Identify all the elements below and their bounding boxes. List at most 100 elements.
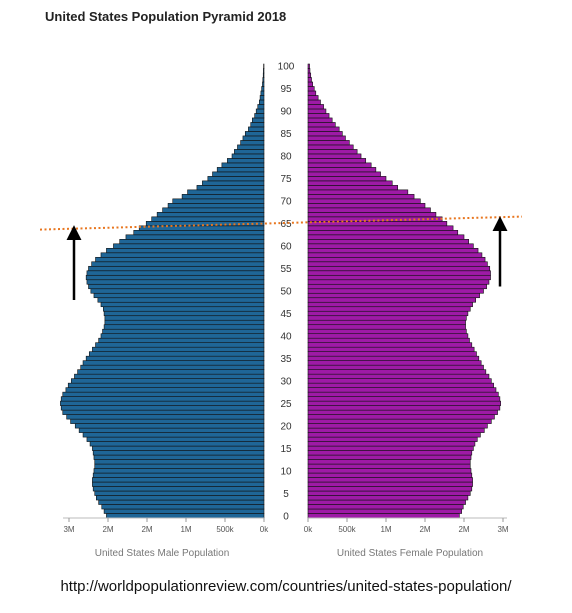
female-bar-age-18 [307, 432, 481, 438]
male-bar-age-19 [78, 427, 265, 433]
male-bar-age-68 [162, 207, 265, 213]
male-bar-age-12 [94, 459, 265, 465]
male-bar-age-88 [252, 117, 265, 123]
female-bar-age-44 [307, 315, 467, 321]
age-tick-label: 75 [280, 174, 292, 185]
age-tick-label: 40 [280, 331, 292, 342]
age-tick-label: 0 [283, 511, 289, 522]
reference-line-age-65 [39, 215, 523, 231]
source-url: http://worldpopulationreview.com/countri… [60, 578, 512, 595]
female-bar-age-98 [307, 72, 312, 78]
female-bar-age-11 [307, 463, 471, 469]
chart-title: United States Population Pyramid 2018 [45, 9, 287, 24]
male-bar-age-3 [98, 499, 265, 505]
male-bar-age-62 [125, 234, 265, 240]
female-bar-age-97 [307, 77, 312, 83]
female-bar-age-56 [307, 261, 488, 267]
male-bar-age-80 [231, 153, 265, 159]
male-bar-age-54 [86, 270, 265, 276]
female-bar-age-100 [307, 63, 310, 69]
female-bar-age-10 [307, 468, 472, 474]
male-bar-age-20 [74, 423, 265, 429]
male-bar-age-8 [92, 477, 265, 483]
female-bar-age-51 [307, 283, 487, 290]
female-bar-age-12 [307, 459, 471, 465]
male-bar-age-72 [187, 189, 265, 195]
female-bar-age-30 [307, 378, 492, 384]
age-tick-label: 95 [280, 84, 292, 95]
female-bar-age-43 [307, 319, 466, 326]
female-bar-age-94 [307, 90, 317, 96]
male-bar-age-31 [74, 373, 265, 379]
male-bar-age-1 [103, 508, 265, 514]
female-bar-age-49 [307, 292, 480, 299]
female-bar-age-42 [307, 324, 466, 330]
male-bar-age-45 [103, 310, 265, 317]
male-bar-age-52 [86, 279, 265, 285]
male-axis-tick-label: 2M [141, 525, 152, 534]
female-bar-age-63 [307, 230, 459, 236]
female-bar-age-33 [307, 364, 484, 370]
age-tick-label: 100 [278, 62, 295, 73]
female-bar-age-96 [307, 81, 313, 87]
female-bar-age-41 [307, 328, 467, 335]
female-axis-tick-label: 500k [338, 525, 356, 534]
female-bar-age-90 [307, 108, 327, 114]
female-bar-age-45 [307, 310, 469, 317]
male-bar-age-7 [92, 481, 265, 487]
age-tick-label: 90 [280, 107, 292, 118]
female-bar-age-77 [307, 167, 377, 173]
female-bar-age-50 [307, 288, 484, 294]
male-bar-age-60 [113, 243, 265, 249]
female-bar-age-34 [307, 360, 482, 366]
female-bar-age-38 [307, 342, 473, 348]
female-bar-age-95 [307, 86, 315, 92]
age-tick-label: 85 [280, 129, 292, 140]
male-bar-age-92 [259, 99, 265, 105]
male-bar-age-11 [94, 463, 265, 469]
female-bar-age-16 [307, 441, 476, 447]
male-bar-age-53 [85, 274, 265, 281]
female-bar-age-66 [307, 216, 443, 222]
male-bar-age-2 [101, 504, 265, 510]
female-bar-age-67 [307, 212, 437, 218]
female-bar-age-3 [307, 499, 466, 505]
male-bar-age-74 [202, 180, 265, 186]
male-bar-age-57 [95, 256, 265, 263]
female-bar-age-9 [307, 472, 473, 478]
male-axis-tick-label: 500k [216, 525, 234, 534]
male-bar-age-28 [65, 387, 265, 393]
male-bar-age-13 [93, 454, 265, 460]
male-bar-age-81 [234, 149, 265, 155]
female-bar-age-15 [307, 445, 474, 451]
female-bar-age-23 [307, 409, 498, 415]
male-bar-age-75 [207, 176, 265, 182]
male-bar-age-71 [181, 194, 265, 200]
male-bar-age-77 [216, 167, 265, 173]
female-bar-age-69 [307, 203, 426, 209]
annotations [39, 215, 523, 300]
male-axis-title: United States Male Population [95, 548, 230, 559]
female-bar-age-76 [307, 171, 381, 177]
female-bar-age-58 [307, 252, 483, 258]
male-bar-age-76 [212, 171, 265, 177]
age-tick-label: 25 [280, 399, 292, 410]
female-bar-age-0 [307, 513, 460, 519]
male-bar-age-82 [237, 144, 265, 150]
age-tick-label: 55 [280, 264, 292, 275]
female-axis-tick-label: 1M [380, 525, 391, 534]
male-bar-age-39 [98, 337, 265, 343]
male-bar-age-4 [96, 495, 265, 501]
female-bar-age-82 [307, 144, 354, 150]
female-bar-age-78 [307, 162, 372, 168]
male-bar-age-18 [82, 432, 265, 438]
female-bar-age-86 [307, 126, 340, 132]
female-bar-age-57 [307, 256, 486, 263]
male-bar-age-97 [262, 77, 265, 83]
female-bar-age-60 [307, 243, 474, 249]
female-bar-age-55 [307, 265, 491, 272]
male-bar-age-38 [95, 342, 265, 348]
age-axis: 0 5 10 15 20 25 30 35 40 45 50 55 60 65 70 75 80 85 90 95 10… [278, 62, 295, 523]
age-tick-label: 5 [283, 489, 289, 500]
male-bar-age-99 [263, 68, 265, 74]
